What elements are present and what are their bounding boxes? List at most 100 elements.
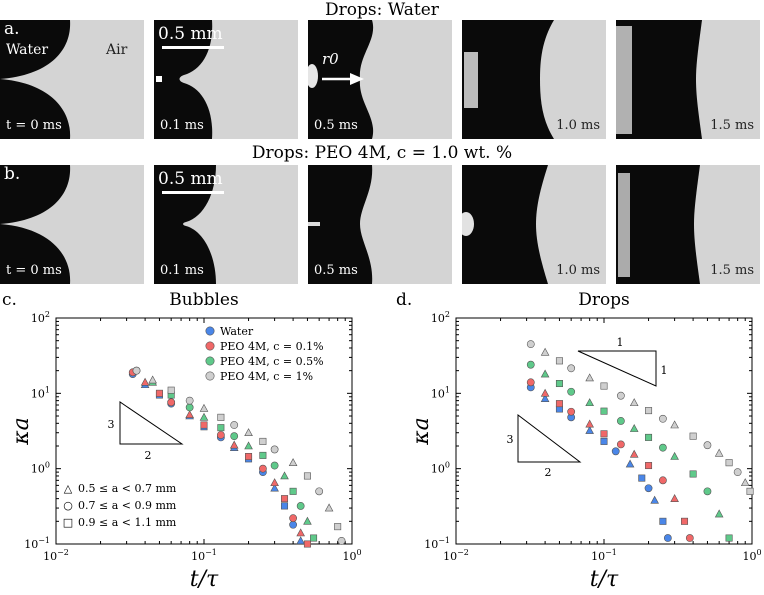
data-point	[689, 432, 697, 440]
data-point	[526, 360, 535, 369]
legend-label: PEO 4M, c = 0.5%	[220, 355, 324, 368]
data-point	[659, 517, 667, 525]
data-point	[645, 433, 653, 441]
legend-label: PEO 4M, c = 0.1%	[220, 340, 324, 353]
data-point	[296, 502, 305, 510]
image-strip-b: b. t = 0 ms 0.5 mm 0.1 ms 0.5 ms 1.0 ms …	[0, 165, 764, 284]
series-3	[526, 360, 733, 542]
slope-run-1: 1	[617, 336, 624, 349]
data-point	[616, 440, 625, 449]
row-a-letter: a.	[4, 20, 20, 39]
data-point	[555, 400, 563, 408]
frame-a-4-image	[464, 20, 606, 139]
frame-b-4-image	[462, 165, 606, 284]
legend-label: Water	[220, 325, 254, 338]
slope-triangle-2	[517, 413, 582, 463]
data-point	[650, 495, 659, 504]
time-label: 1.0 ms	[556, 118, 600, 133]
data-point	[310, 534, 318, 542]
data-point	[185, 410, 194, 419]
data-point	[629, 398, 639, 407]
data-point	[663, 534, 672, 542]
data-point	[289, 487, 297, 495]
time-label: 0.5 ms	[314, 118, 358, 133]
data-point	[148, 375, 157, 384]
frame-b-5-image	[618, 165, 760, 284]
x-tick-label: 10−2	[443, 548, 469, 563]
time-label: 1.5 ms	[710, 263, 754, 278]
data-point	[217, 424, 225, 432]
y-tick-label: 10−1	[424, 536, 450, 551]
marker-symbol: △	[64, 482, 73, 495]
frame-a-1: a. Water Air t = 0 ms	[0, 20, 144, 139]
data-point	[703, 441, 712, 450]
data-point	[625, 459, 635, 468]
y-tick-label: 102	[431, 310, 450, 325]
data-point	[244, 428, 253, 437]
air-label: Air	[106, 42, 128, 58]
marker-legend-label: 0.9 ≤ a < 1.1 mm	[78, 516, 177, 529]
data-point	[540, 394, 550, 402]
data-point	[167, 386, 175, 394]
legend-marker	[205, 371, 215, 381]
x-tick-label: 10−1	[591, 548, 617, 563]
data-point	[725, 459, 733, 467]
legend-marker	[205, 341, 215, 351]
data-point	[714, 448, 724, 457]
data-point	[288, 458, 298, 467]
scale-bar	[162, 191, 224, 194]
y-tick-label: 101	[31, 385, 50, 400]
slope-rise: 3	[108, 418, 115, 431]
water-label: Water	[6, 42, 49, 58]
data-point	[258, 464, 267, 473]
data-point	[167, 398, 176, 407]
data-point	[567, 387, 576, 396]
frame-b-2-image	[183, 165, 298, 284]
data-point	[658, 476, 667, 485]
scale-bar-label: 0.5 mm	[158, 24, 223, 44]
data-point	[567, 364, 576, 373]
data-point	[296, 536, 305, 545]
data-point	[600, 437, 608, 445]
marker-symbol: ○	[63, 499, 73, 512]
y-tick-label: 101	[431, 385, 450, 400]
data-point	[670, 451, 679, 460]
series-2	[128, 368, 311, 548]
frame-b-3-image	[308, 165, 452, 284]
data-point	[199, 403, 209, 412]
series-4	[526, 340, 754, 495]
frame-a-5: 1.5 ms	[616, 20, 760, 139]
data-point	[526, 378, 535, 387]
data-point	[303, 516, 312, 525]
data-point	[689, 470, 697, 478]
y-tick-label: 100	[431, 461, 450, 476]
data-point	[616, 417, 625, 425]
data-point	[259, 437, 267, 445]
data-point	[555, 357, 563, 365]
data-point	[585, 419, 594, 428]
data-point	[611, 447, 620, 456]
data-point	[281, 502, 289, 510]
data-point	[733, 468, 742, 477]
time-label: t = 0 ms	[6, 263, 62, 278]
legend-marker	[205, 356, 215, 366]
frame-a-2-image	[156, 20, 298, 139]
frame-a-4: 1.0 ms	[462, 20, 606, 139]
time-label: 0.5 ms	[314, 263, 358, 278]
slope-rise-1: 1	[661, 364, 668, 377]
data-point	[658, 414, 667, 423]
y-tick-label: 100	[31, 461, 50, 476]
slope-run-2: 2	[545, 466, 552, 479]
row-b-letter: b.	[4, 165, 21, 184]
data-point	[714, 509, 724, 518]
slope-triangle	[119, 401, 184, 445]
data-point	[600, 430, 608, 438]
data-point	[270, 461, 279, 470]
legend-marker	[205, 326, 215, 336]
data-point	[200, 421, 208, 429]
data-point	[600, 382, 608, 390]
slope-rise-2: 3	[507, 433, 514, 446]
data-point	[585, 425, 594, 434]
